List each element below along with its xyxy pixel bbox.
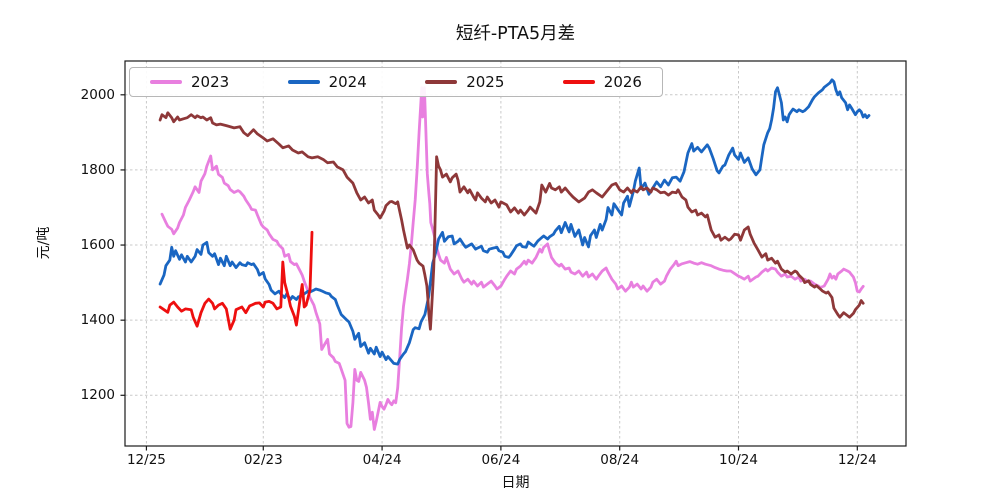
x-tick-label-10/24: 10/24 [719,452,758,468]
y-tick-label-1600: 1600 [80,237,115,254]
x-tick-label-02/23: 02/23 [243,452,283,468]
legend-label-2023: 2023 [191,72,230,91]
legend-label-2024: 2024 [328,72,367,91]
y-tick-label-2000: 2000 [80,86,115,103]
x-tick-label-04/24: 04/24 [362,452,402,468]
series-line-2025 [158,111,865,331]
y-axis-label: 元/吨 [36,226,52,260]
x-axis-label: 日期 [501,475,530,491]
y-tick-label-1800: 1800 [80,161,115,178]
x-tick-label-12/25: 12/25 [126,452,166,468]
series-line-2023 [160,86,865,431]
legend-item-2024: 2024 [287,72,367,91]
legend-swatch-2025 [425,80,458,84]
x-tick-label-12/24: 12/24 [837,452,877,468]
x-tick-label-08/24: 08/24 [600,452,640,468]
axes-spines [124,60,907,447]
chart-title: 短纤-PTA5月差 [455,24,576,44]
tick-marks [120,94,858,451]
legend-item-2025: 2025 [425,72,505,91]
legend-label-2025: 2025 [466,72,505,91]
series-line-2026 [158,230,314,331]
legend-item-2023: 2023 [150,72,230,91]
y-tick-label-1200: 1200 [80,387,115,404]
legend: 2023 2024 2025 2026 [129,67,663,97]
series-line-2024 [158,78,871,366]
legend-swatch-2024 [287,80,320,84]
y-tick-label-1400: 1400 [80,312,115,329]
x-tick-label-06/24: 06/24 [481,452,521,468]
legend-label-2026: 2026 [603,72,642,91]
legend-swatch-2026 [562,80,595,84]
legend-swatch-2023 [150,80,182,84]
legend-item-2026: 2026 [562,72,642,91]
